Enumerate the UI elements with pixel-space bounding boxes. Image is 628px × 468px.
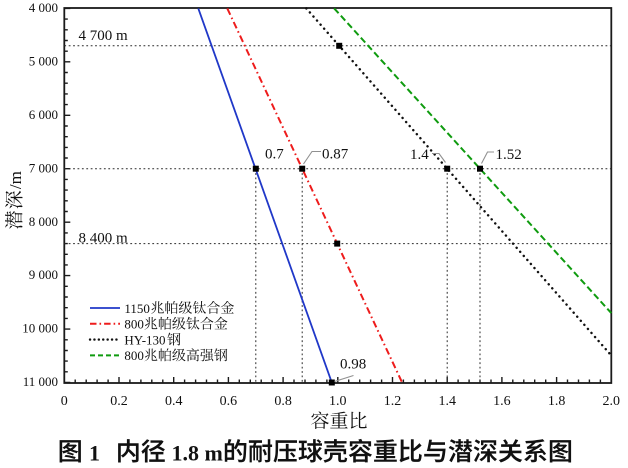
svg-text:HY-130: HY-130: [124, 332, 165, 347]
svg-text:2.0: 2.0: [603, 394, 621, 409]
svg-text:0: 0: [61, 394, 68, 409]
svg-text:10 000: 10 000: [22, 321, 58, 336]
svg-text:1: 1: [89, 440, 100, 465]
svg-text:1150: 1150: [124, 301, 150, 316]
svg-text:0.98: 0.98: [340, 357, 366, 373]
svg-text:8 000: 8 000: [29, 214, 58, 229]
svg-text:0.87: 0.87: [322, 147, 349, 163]
svg-text:4 700 m: 4 700 m: [79, 28, 129, 44]
svg-text:/m: /m: [6, 171, 25, 189]
svg-text:0.2: 0.2: [110, 394, 128, 409]
svg-text:4 000: 4 000: [29, 0, 58, 15]
svg-text:800: 800: [124, 348, 143, 363]
svg-text:7 000: 7 000: [29, 160, 58, 175]
svg-text:11 000: 11 000: [23, 374, 58, 389]
svg-text:1.0: 1.0: [329, 394, 347, 409]
svg-text:800: 800: [124, 317, 143, 332]
svg-text:8 400 m: 8 400 m: [79, 231, 129, 247]
svg-text:1.6: 1.6: [493, 394, 511, 409]
svg-text:1.52: 1.52: [496, 147, 522, 163]
svg-text:9 000: 9 000: [29, 267, 58, 282]
svg-text:5 000: 5 000: [29, 53, 58, 68]
svg-text:1.8 m: 1.8 m: [172, 440, 223, 465]
svg-text:0.7: 0.7: [265, 147, 284, 163]
svg-text:1.4: 1.4: [410, 147, 429, 163]
svg-text:1.4: 1.4: [438, 394, 456, 409]
svg-text:0.8: 0.8: [274, 394, 292, 409]
svg-text:0.6: 0.6: [220, 394, 238, 409]
svg-text:6 000: 6 000: [29, 107, 58, 122]
svg-text:1.8: 1.8: [548, 394, 566, 409]
svg-text:0.4: 0.4: [165, 394, 183, 409]
svg-text:1.2: 1.2: [384, 394, 402, 409]
